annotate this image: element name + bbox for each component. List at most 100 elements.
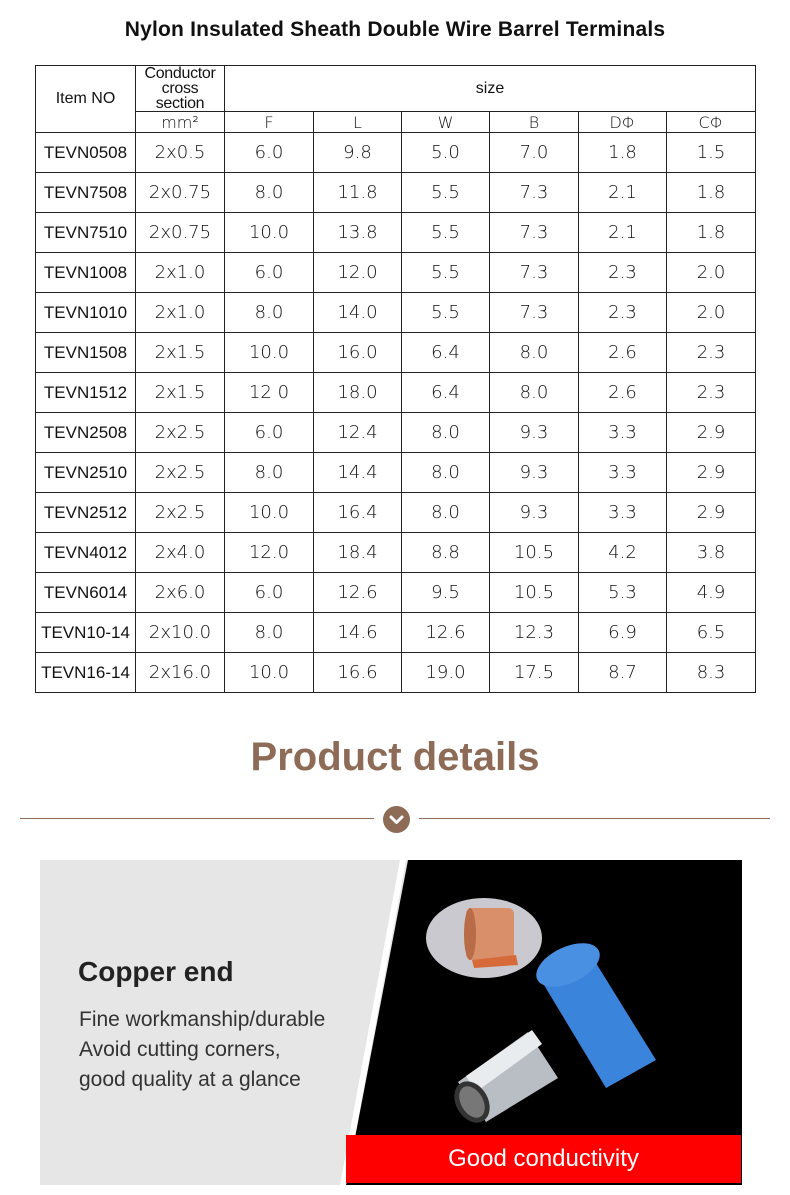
size-column-header: F — [224, 111, 314, 133]
feature-line: Avoid cutting corners, — [79, 1038, 281, 1061]
item-no-cell: TEVN2510 — [35, 452, 136, 493]
size-column-header: CΦ — [665, 111, 757, 133]
size-cell: 14.0 — [313, 292, 402, 333]
size-column-header: W — [401, 111, 490, 133]
cross-section-cell: 2x6.0 — [135, 572, 225, 613]
size-cell: 10.5 — [489, 532, 579, 573]
table-row: TEVN1010 2x1.0 8.0 14.0 5.5 7.3 2.3 2.0 — [35, 292, 757, 333]
product-photo — [346, 860, 742, 1185]
item-no-cell: TEVN1508 — [35, 332, 136, 373]
size-cell: 7.3 — [489, 172, 579, 213]
size-cell: 2.6 — [578, 332, 667, 373]
size-cell: 14.6 — [313, 612, 402, 653]
item-no-cell: TEVN10-14 — [35, 612, 136, 653]
size-cell: 2.6 — [578, 372, 667, 413]
size-cell: 2.9 — [665, 412, 757, 453]
item-no-cell: TEVN2508 — [35, 412, 136, 453]
size-cell: 12.0 — [313, 252, 402, 293]
size-cell: 3.8 — [665, 532, 757, 573]
size-cell: 12 0 — [224, 372, 314, 413]
divider-line-right — [419, 818, 770, 819]
size-cell: 7.3 — [489, 212, 579, 253]
size-cell: 3.3 — [578, 412, 667, 453]
size-cell: 8.0 — [224, 452, 314, 493]
unit-header: mm² — [135, 111, 225, 133]
divider-line-left — [20, 818, 374, 819]
size-cell: 18.4 — [313, 532, 402, 573]
size-cell: 8.0 — [224, 292, 314, 333]
table-row: TEVN7508 2x0.75 8.0 11.8 5.5 7.3 2.1 1.8 — [35, 172, 757, 213]
size-cell: 6.9 — [578, 612, 667, 653]
size-cell: 4.2 — [578, 532, 667, 573]
cross-section-cell: 2x1.0 — [135, 292, 225, 333]
size-cell: 7.3 — [489, 252, 579, 293]
feature-title: Copper end — [78, 956, 234, 987]
size-cell: 5.5 — [401, 292, 490, 333]
cross-section-cell: 2x1.5 — [135, 332, 225, 373]
feature-line: Fine workmanship/durable — [79, 1008, 326, 1031]
size-cell: 3.3 — [578, 452, 667, 493]
size-cell: 2.3 — [665, 332, 757, 373]
feature-line: good quality at a glance — [79, 1068, 301, 1091]
size-cell: 1.8 — [665, 172, 757, 213]
item-no-cell: TEVN1512 — [35, 372, 136, 413]
cross-section-cell: 2x0.5 — [135, 132, 225, 173]
size-cell: 2.3 — [578, 292, 667, 333]
size-cell: 6.4 — [401, 332, 490, 373]
size-cell: 7.0 — [489, 132, 579, 173]
ferrule-terminal — [454, 943, 656, 1123]
item-no-cell: TEVN0508 — [35, 132, 136, 173]
size-cell: 8.0 — [224, 172, 314, 213]
size-cell: 2.9 — [665, 492, 757, 533]
cross-section-cell: 2x10.0 — [135, 612, 225, 653]
section-heading: Product details — [250, 735, 540, 779]
size-cell: 10.0 — [224, 212, 314, 253]
size-cell: 8.0 — [489, 372, 579, 413]
item-no-cell: TEVN1010 — [35, 292, 136, 333]
size-cell: 16.0 — [313, 332, 402, 373]
size-cell: 5.0 — [401, 132, 490, 173]
size-cell: 2.1 — [578, 172, 667, 213]
size-cell: 5.5 — [401, 212, 490, 253]
table-row: TEVN1508 2x1.5 10.0 16.0 6.4 8.0 2.6 2.3 — [35, 332, 757, 373]
size-cell: 9.3 — [489, 412, 579, 453]
table-row: TEVN2512 2x2.5 10.0 16.4 8.0 9.3 3.3 2.9 — [35, 492, 757, 533]
size-cell: 6.0 — [224, 252, 314, 293]
size-column-header: DΦ — [578, 111, 667, 133]
size-cell: 16.4 — [313, 492, 402, 533]
size-cell: 16.6 — [313, 652, 402, 693]
size-cell: 1.5 — [665, 132, 757, 173]
size-cell: 8.0 — [401, 492, 490, 533]
size-cell: 6.4 — [401, 372, 490, 413]
conductivity-banner: Good conductivity — [346, 1135, 741, 1183]
cross-section-cell: 2x1.0 — [135, 252, 225, 293]
size-cell: 8.0 — [489, 332, 579, 373]
size-cell: 8.0 — [401, 412, 490, 453]
size-cell: 9.3 — [489, 452, 579, 493]
table-row: TEVN10-14 2x10.0 8.0 14.6 12.6 12.3 6.9 6.5 — [35, 612, 757, 653]
item-no-cell: TEVN2512 — [35, 492, 136, 533]
cross-section-cell: 2x2.5 — [135, 452, 225, 493]
table-row: TEVN1512 2x1.5 12 0 18.0 6.4 8.0 2.6 2.3 — [35, 372, 757, 413]
item-no-cell: TEVN1008 — [35, 252, 136, 293]
cross-section-cell: 2x0.75 — [135, 212, 225, 253]
item-no-cell: TEVN4012 — [35, 532, 136, 573]
table-row: TEVN2510 2x2.5 8.0 14.4 8.0 9.3 3.3 2.9 — [35, 452, 757, 493]
size-cell: 8.8 — [401, 532, 490, 573]
size-cell: 12.6 — [401, 612, 490, 653]
size-cell: 2.3 — [578, 252, 667, 293]
size-cell: 8.0 — [401, 452, 490, 493]
cross-section-cell: 2x16.0 — [135, 652, 225, 693]
table-row: TEVN16-14 2x16.0 10.0 16.6 19.0 17.5 8.7 8.3 — [35, 652, 757, 693]
item-no-cell: TEVN16-14 — [35, 652, 136, 693]
size-cell: 2.0 — [665, 252, 757, 293]
size-cell: 2.1 — [578, 212, 667, 253]
table-body: TEVN0508 2x0.5 6.0 9.8 5.0 7.0 1.8 1.5 TEVN7508 2… — [35, 132, 757, 693]
size-cell: 8.3 — [665, 652, 757, 693]
size-cell: 6.0 — [224, 412, 314, 453]
size-cell: 6.0 — [224, 572, 314, 613]
cross-section-cell: 2x4.0 — [135, 532, 225, 573]
size-cell: 6.5 — [665, 612, 757, 653]
page-title: Nylon Insulated Sheath Double Wire Barre… — [124, 18, 666, 41]
table-row: TEVN1008 2x1.0 6.0 12.0 5.5 7.3 2.3 2.0 — [35, 252, 757, 293]
